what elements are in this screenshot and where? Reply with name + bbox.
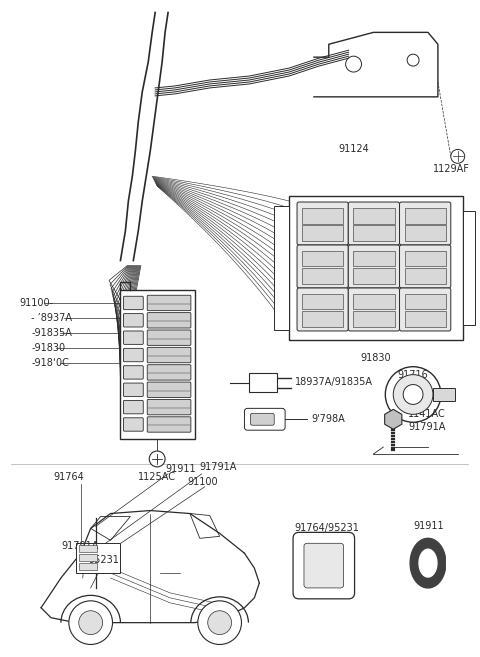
Text: - ’8937A: - ’8937A: [31, 313, 72, 323]
Bar: [302, 294, 343, 309]
Circle shape: [403, 384, 423, 405]
Bar: [405, 208, 446, 223]
FancyBboxPatch shape: [147, 295, 191, 311]
Bar: [405, 269, 446, 284]
Circle shape: [149, 451, 165, 467]
FancyBboxPatch shape: [123, 313, 143, 327]
Circle shape: [208, 611, 231, 635]
Circle shape: [69, 600, 112, 645]
FancyBboxPatch shape: [348, 288, 399, 331]
FancyBboxPatch shape: [147, 399, 191, 415]
Bar: [353, 251, 395, 267]
Text: 91100: 91100: [187, 477, 217, 487]
Bar: [120, 290, 195, 439]
Text: 18937A/91835A: 18937A/91835A: [295, 376, 373, 386]
FancyBboxPatch shape: [147, 417, 191, 432]
FancyBboxPatch shape: [399, 288, 451, 331]
FancyBboxPatch shape: [399, 245, 451, 288]
Polygon shape: [419, 549, 437, 577]
Bar: [405, 251, 446, 267]
FancyBboxPatch shape: [123, 418, 143, 431]
Text: 91911: 91911: [413, 522, 444, 532]
Bar: [274, 206, 289, 330]
FancyBboxPatch shape: [297, 245, 348, 288]
FancyBboxPatch shape: [123, 331, 143, 344]
Text: 91124: 91124: [338, 145, 369, 154]
Text: 91791A: 91791A: [61, 541, 98, 551]
Text: 91791A: 91791A: [200, 462, 237, 472]
Text: 91764: 91764: [53, 472, 84, 482]
Text: 91100-: 91100-: [19, 298, 53, 308]
FancyBboxPatch shape: [147, 348, 191, 363]
Text: -91830: -91830: [31, 343, 65, 353]
Bar: [302, 251, 343, 267]
FancyBboxPatch shape: [123, 366, 143, 379]
Text: 91830: 91830: [360, 353, 391, 363]
Circle shape: [385, 367, 441, 422]
Text: 91791A: 91791A: [408, 422, 445, 432]
Text: 95231: 95231: [89, 555, 120, 565]
Bar: [405, 311, 446, 327]
Text: -918‘0C: -918‘0C: [31, 357, 69, 368]
Bar: [79, 563, 96, 570]
Text: 91911: 91911: [165, 464, 196, 474]
FancyBboxPatch shape: [348, 202, 399, 245]
FancyBboxPatch shape: [244, 409, 285, 430]
Bar: [302, 225, 343, 241]
Circle shape: [198, 600, 241, 645]
Bar: [353, 311, 395, 327]
Bar: [353, 208, 395, 223]
Circle shape: [79, 611, 103, 635]
Circle shape: [346, 57, 361, 72]
FancyBboxPatch shape: [123, 348, 143, 362]
FancyBboxPatch shape: [147, 330, 191, 346]
Bar: [79, 545, 96, 553]
Bar: [463, 211, 475, 325]
Bar: [76, 543, 120, 573]
Text: 1125AC: 1125AC: [138, 472, 176, 482]
Text: 9'798A: 9'798A: [311, 415, 345, 424]
Circle shape: [393, 374, 433, 415]
FancyBboxPatch shape: [251, 413, 274, 425]
Text: 1141AC: 1141AC: [408, 409, 446, 419]
Text: 91764/95231: 91764/95231: [294, 524, 359, 533]
FancyBboxPatch shape: [123, 383, 143, 396]
FancyBboxPatch shape: [304, 543, 344, 588]
FancyBboxPatch shape: [123, 400, 143, 414]
FancyBboxPatch shape: [147, 382, 191, 397]
FancyBboxPatch shape: [348, 245, 399, 288]
Polygon shape: [410, 538, 445, 588]
Circle shape: [407, 54, 419, 66]
Circle shape: [451, 149, 465, 164]
Bar: [353, 269, 395, 284]
Bar: [405, 225, 446, 241]
FancyBboxPatch shape: [147, 313, 191, 328]
Bar: [433, 388, 455, 401]
FancyBboxPatch shape: [293, 532, 355, 599]
Bar: [250, 373, 277, 392]
Bar: [289, 196, 463, 340]
Bar: [353, 225, 395, 241]
Text: -91835A: -91835A: [31, 328, 72, 338]
FancyBboxPatch shape: [297, 288, 348, 331]
Text: 1129AF: 1129AF: [433, 164, 470, 174]
Bar: [302, 311, 343, 327]
Bar: [79, 555, 96, 561]
FancyBboxPatch shape: [297, 202, 348, 245]
FancyBboxPatch shape: [123, 296, 143, 309]
Bar: [353, 294, 395, 309]
Bar: [302, 269, 343, 284]
FancyBboxPatch shape: [147, 365, 191, 380]
Text: 91716: 91716: [398, 370, 429, 380]
FancyBboxPatch shape: [399, 202, 451, 245]
Bar: [302, 208, 343, 223]
Bar: [405, 294, 446, 309]
